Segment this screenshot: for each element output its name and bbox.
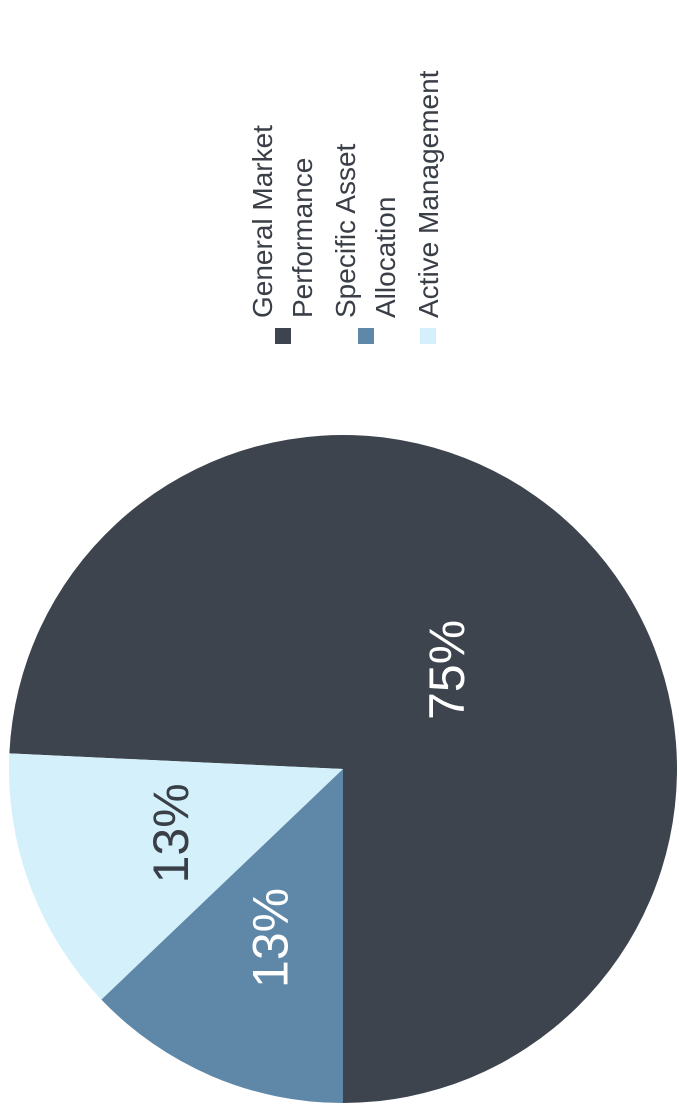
- pie-data-labels: 75% 13% 13%: [143, 620, 475, 988]
- legend-label-0-line-1: Performance: [287, 158, 318, 318]
- legend-label-2-line-0: Active Management: [413, 70, 444, 318]
- legend-label-0-line-0: General Market: [247, 125, 278, 318]
- pie-plot: [9, 435, 678, 1104]
- legend-label-1-line-0: Specific Asset: [330, 143, 361, 318]
- pie-slice-specific-asset-allocation: [101, 769, 343, 1103]
- legend-label-1-line-1: Allocation: [370, 197, 401, 318]
- data-label-active-management: 13%: [143, 783, 199, 883]
- data-label-general-market-performance: 75%: [419, 620, 475, 720]
- legend: General Market Performance Specific Asset A…: [247, 70, 444, 344]
- data-label-specific-asset-allocation: 13%: [243, 888, 299, 988]
- legend-swatch-0: [275, 328, 291, 344]
- pie-slice-general-market-performance: [9, 435, 678, 1104]
- legend-swatch-1: [358, 328, 374, 344]
- pie-slice-active-management: [9, 753, 343, 1000]
- legend-swatch-2: [420, 328, 436, 344]
